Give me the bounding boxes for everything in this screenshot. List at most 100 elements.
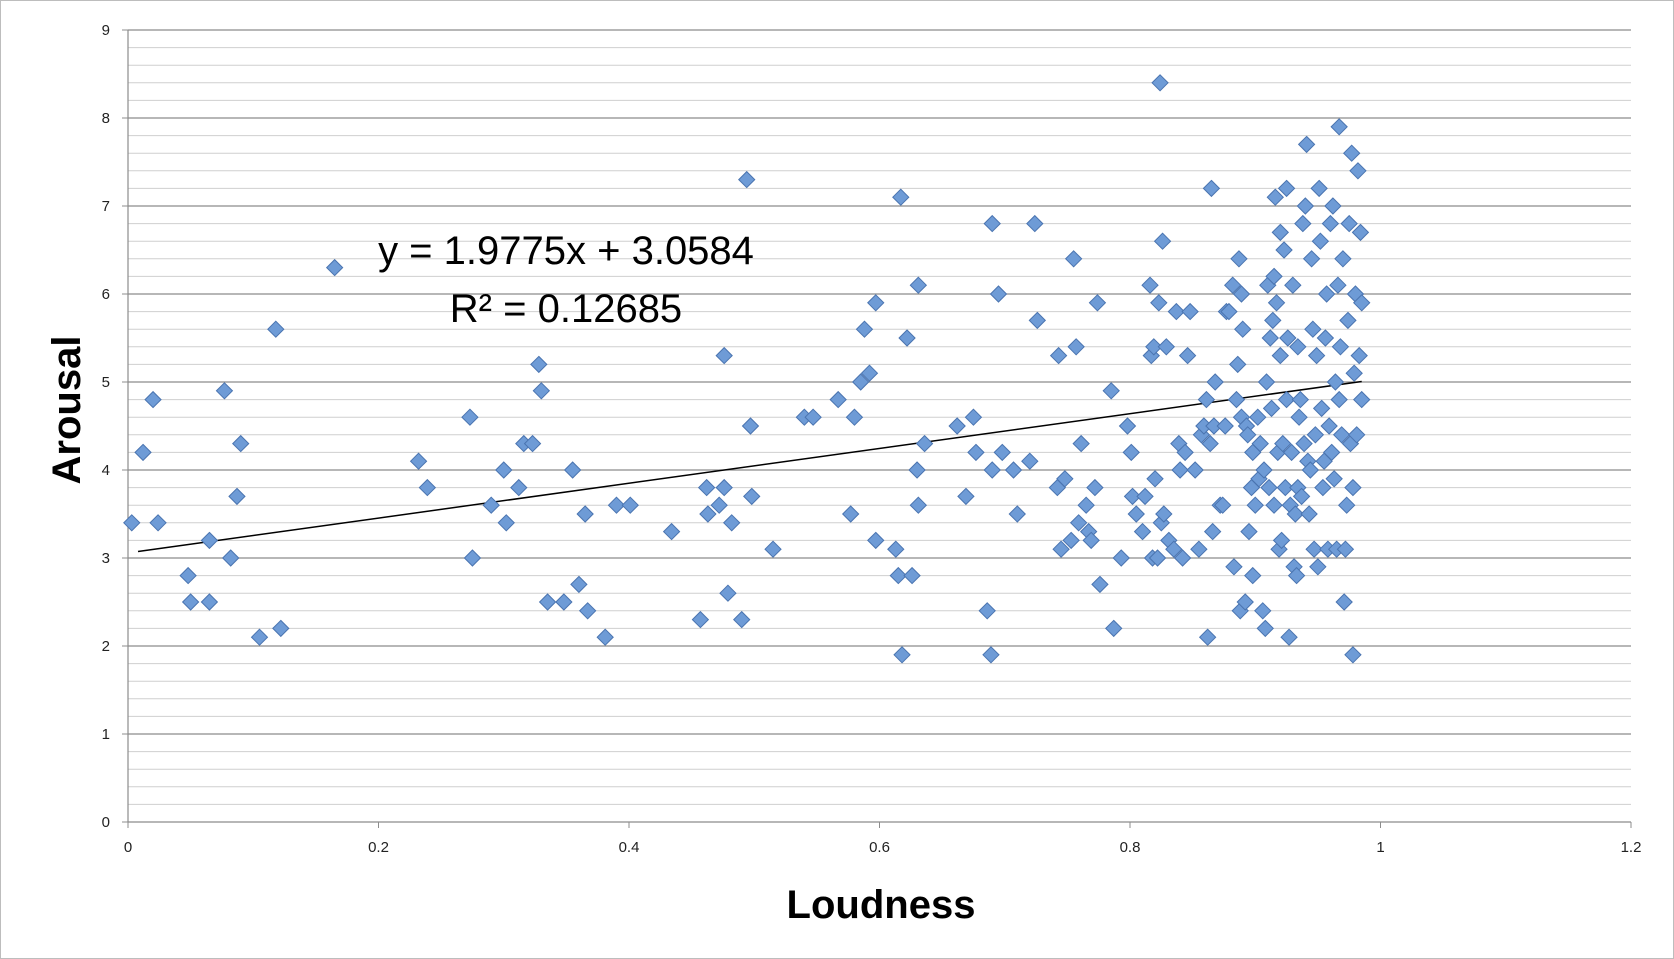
data-point (530, 355, 548, 374)
data-point (232, 434, 250, 453)
data-point (741, 417, 760, 435)
data-point (1286, 505, 1305, 523)
data-point (1004, 461, 1023, 479)
data-point (1201, 434, 1219, 453)
data-point (179, 566, 197, 585)
data-point (215, 382, 234, 400)
data-point (852, 373, 870, 391)
data-point (1271, 223, 1290, 242)
data-point (1302, 250, 1321, 268)
data-point (1008, 505, 1026, 523)
data-point (1150, 294, 1168, 312)
data-point (964, 408, 983, 426)
data-point (1232, 285, 1251, 303)
data-point (1332, 426, 1351, 444)
data-point (948, 417, 966, 435)
data-point (764, 540, 782, 558)
data-point (1296, 197, 1315, 215)
data-point (1167, 302, 1186, 321)
data-point (1300, 505, 1318, 523)
data-point (1266, 188, 1284, 206)
data-point (898, 329, 916, 347)
data-point (1274, 434, 1292, 453)
data-point (1082, 531, 1100, 550)
data-point (1049, 346, 1068, 365)
data-point (738, 170, 756, 189)
data-point (1056, 470, 1074, 488)
data-point (1280, 628, 1298, 646)
data-point (1307, 346, 1326, 365)
data-point (697, 478, 716, 497)
data-point (1148, 549, 1167, 567)
tick-labels: 0 1 2 3 4 5 6 7 8 9 0 0.2 0.4 0.6 0.8 1 1.2 (102, 22, 1642, 856)
data-point (532, 382, 551, 400)
y-tick-label: 2 (102, 638, 110, 655)
data-point (1225, 558, 1243, 576)
data-point (1261, 329, 1279, 347)
data-point (461, 408, 479, 426)
data-point (1271, 346, 1290, 365)
data-point (1272, 531, 1291, 550)
gridlines (128, 29, 1631, 805)
data-point (1256, 619, 1274, 638)
data-point (1178, 346, 1197, 365)
data-point (596, 628, 614, 646)
y-tick-label: 0 (102, 814, 110, 831)
data-point (250, 628, 269, 646)
data-point (841, 505, 860, 523)
data-point (1220, 302, 1238, 321)
data-point (1251, 434, 1269, 453)
data-point (982, 646, 1000, 664)
data-point (1330, 118, 1348, 136)
data-point (1171, 461, 1189, 479)
data-point (1223, 276, 1242, 294)
data-point (983, 461, 1001, 479)
data-point (860, 364, 879, 382)
data-point (1026, 214, 1044, 233)
data-point (1295, 434, 1313, 453)
data-point (463, 549, 482, 567)
axes (122, 29, 1632, 828)
data-point (1339, 311, 1357, 330)
data-point (1262, 399, 1281, 418)
data-point (482, 496, 500, 514)
data-point (576, 505, 594, 523)
data-point (1290, 408, 1308, 426)
data-point (887, 540, 905, 558)
data-point (1304, 320, 1322, 338)
data-point (1276, 478, 1295, 497)
data-point (1324, 197, 1342, 215)
data-point (855, 320, 874, 338)
data-point (957, 487, 975, 506)
data-point (1254, 602, 1272, 620)
data-point (1257, 373, 1276, 391)
data-point (409, 452, 428, 470)
data-point (845, 408, 864, 426)
data-point (1091, 575, 1109, 594)
x-axis-title: Loudness (787, 883, 976, 927)
data-point (1203, 522, 1222, 541)
data-point (495, 461, 513, 479)
data-point (691, 610, 710, 629)
data-point (1330, 390, 1348, 409)
data-point (578, 602, 597, 620)
data-point (1353, 390, 1371, 409)
data-point (1265, 267, 1283, 286)
data-point (555, 593, 573, 611)
data-point (1146, 470, 1164, 488)
data-point (1227, 390, 1246, 409)
data-point (1067, 338, 1085, 356)
data-point (1264, 311, 1282, 330)
data-point (1334, 250, 1352, 268)
data-point (1310, 179, 1328, 198)
data-point (1190, 540, 1208, 558)
data-point (1350, 346, 1368, 365)
data-point (1145, 338, 1163, 356)
data-point (1260, 478, 1278, 497)
data-point (662, 522, 681, 541)
data-point (889, 566, 907, 585)
data-point (983, 214, 1001, 233)
data-point (1301, 461, 1320, 479)
data-point (1123, 487, 1142, 506)
data-point (1312, 399, 1331, 418)
